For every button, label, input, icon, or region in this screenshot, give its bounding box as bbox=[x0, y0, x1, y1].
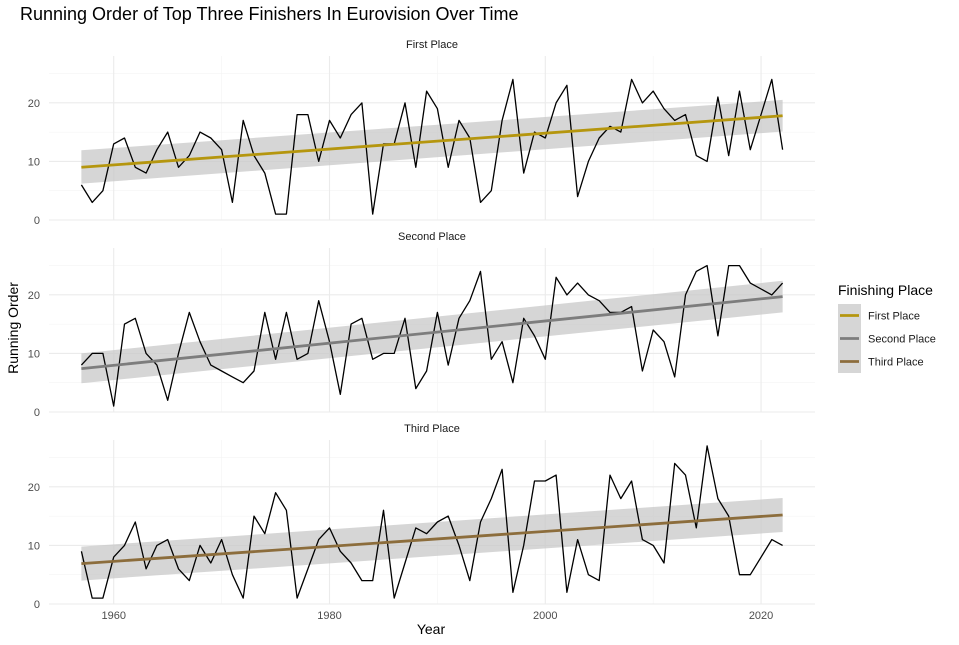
y-axis-title: Running Order bbox=[5, 282, 21, 374]
series-line-1 bbox=[80, 78, 784, 215]
x-tick-label: 1960 bbox=[101, 610, 125, 622]
x-tick-label: 2000 bbox=[533, 610, 557, 622]
trend-line-2 bbox=[81, 295, 783, 371]
trend-line-3 bbox=[81, 513, 783, 565]
trend-line-1 bbox=[81, 114, 783, 169]
y-tick-label: 0 bbox=[34, 215, 40, 227]
panel-strip-label: Third Place bbox=[404, 423, 460, 435]
y-tick-label: 10 bbox=[28, 156, 40, 168]
series-line-3 bbox=[80, 445, 783, 599]
facet-panels: 0 10 20 First Place 0 10 20 Second Place 0 10 20 Th… bbox=[28, 39, 815, 622]
legend-label-2: Second Place bbox=[868, 334, 936, 346]
panel-1: 0 10 20 First Place bbox=[28, 39, 815, 227]
y-tick-label: 10 bbox=[28, 348, 40, 360]
y-tick-label: 20 bbox=[28, 290, 40, 302]
x-tick-label: 1980 bbox=[317, 610, 341, 622]
chart-title: Running Order of Top Three Finishers In … bbox=[20, 4, 519, 24]
panel-2: 0 10 20 Second Place bbox=[28, 231, 815, 419]
y-tick-label: 0 bbox=[34, 599, 40, 611]
panel-strip-label: Second Place bbox=[398, 231, 466, 243]
y-tick-label: 10 bbox=[28, 540, 40, 552]
y-tick-label: 20 bbox=[28, 482, 40, 494]
x-tick-label: 2020 bbox=[749, 610, 773, 622]
legend-label-3: Third Place bbox=[868, 357, 924, 369]
legend-label-1: First Place bbox=[868, 311, 920, 323]
y-tick-label: 20 bbox=[28, 98, 40, 110]
y-tick-label: 0 bbox=[34, 407, 40, 419]
series-line-2 bbox=[80, 264, 784, 407]
panel-strip-label: First Place bbox=[406, 39, 458, 51]
x-axis-title: Year bbox=[417, 621, 446, 637]
legend-title: Finishing Place bbox=[838, 282, 933, 298]
panel-3: 0 10 20 Third Place bbox=[28, 423, 815, 611]
legend: Finishing Place First Place Second Place T… bbox=[838, 282, 936, 373]
